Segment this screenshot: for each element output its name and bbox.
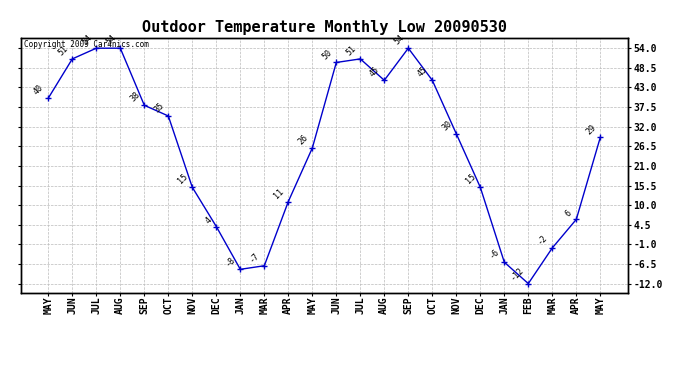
Text: 15: 15 xyxy=(464,172,477,186)
Text: -2: -2 xyxy=(536,233,549,246)
Text: 30: 30 xyxy=(440,119,453,132)
Text: 54: 54 xyxy=(104,33,117,47)
Text: -12: -12 xyxy=(509,265,526,282)
Text: 54: 54 xyxy=(80,33,94,47)
Text: 15: 15 xyxy=(176,172,190,186)
Text: 40: 40 xyxy=(32,83,46,97)
Text: 45: 45 xyxy=(416,66,429,79)
Text: 29: 29 xyxy=(584,123,598,136)
Text: Copyright 2009 Car4nics.com: Copyright 2009 Car4nics.com xyxy=(23,40,148,49)
Text: -6: -6 xyxy=(488,248,502,261)
Text: 51: 51 xyxy=(344,44,357,57)
Title: Outdoor Temperature Monthly Low 20090530: Outdoor Temperature Monthly Low 20090530 xyxy=(142,20,506,35)
Text: 51: 51 xyxy=(56,44,70,57)
Text: 45: 45 xyxy=(368,66,382,79)
Text: 54: 54 xyxy=(392,33,406,47)
Text: 4: 4 xyxy=(204,215,213,225)
Text: 38: 38 xyxy=(128,90,141,104)
Text: 50: 50 xyxy=(320,48,333,61)
Text: 6: 6 xyxy=(564,208,573,218)
Text: 35: 35 xyxy=(152,101,166,115)
Text: -8: -8 xyxy=(224,255,237,268)
Text: -7: -7 xyxy=(248,251,262,264)
Text: 11: 11 xyxy=(272,187,286,200)
Text: 26: 26 xyxy=(296,133,310,147)
